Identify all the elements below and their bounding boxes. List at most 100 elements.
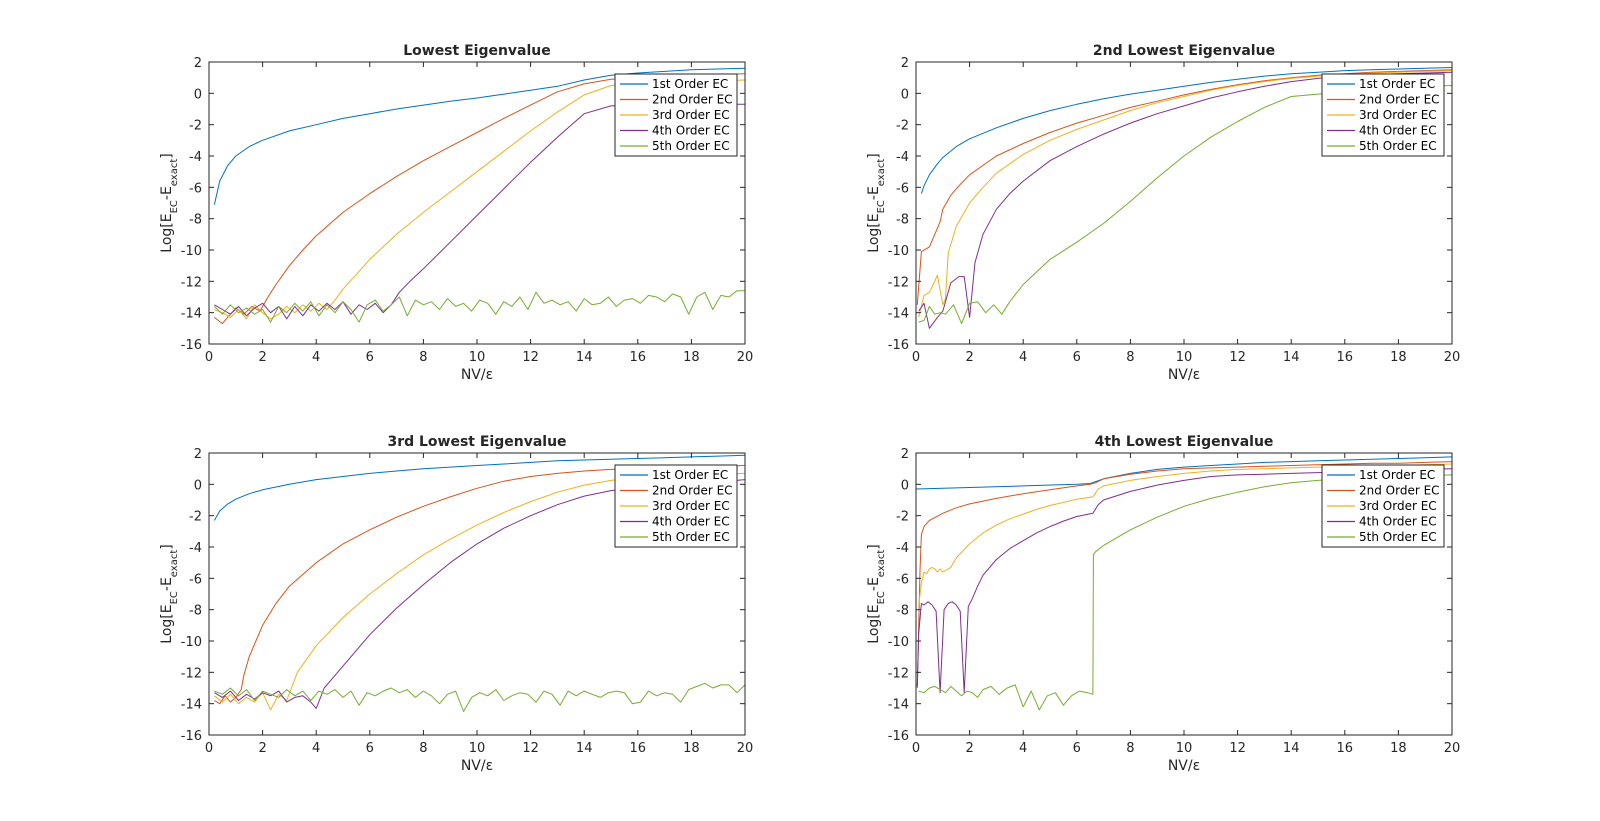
chart-title: 3rd Lowest Eigenvalue [387,434,566,450]
y-tick-label: 2 [901,447,909,462]
y-tick-label: -10 [181,244,202,259]
series-line-2 [916,461,1452,689]
y-label-subscript: exact [876,550,887,578]
x-tick-label: 10 [469,741,486,756]
legend-label: 1st Order EC [1359,77,1435,91]
x-tick-label: 12 [522,741,539,756]
x-tick-label: 16 [1337,350,1354,365]
y-label-subscript: EC [169,200,180,213]
y-tick-label: -4 [189,150,202,165]
x-tick-label: 14 [1283,350,1300,365]
legend-label: 3rd Order EC [1359,499,1437,513]
y-label-part: ] [159,544,175,549]
series-line-1 [916,456,1452,490]
x-tick-label: 4 [1019,350,1027,365]
x-tick-label: 14 [576,350,593,365]
x-tick-label: 4 [312,350,320,365]
y-tick-label: 0 [901,478,909,493]
y-tick-label: 0 [194,478,202,493]
x-tick-label: 0 [912,350,920,365]
y-label-part: -E [159,577,175,591]
x-tick-label: 14 [1283,741,1300,756]
y-label-part: -E [159,186,175,200]
y-tick-label: 0 [194,87,202,102]
y-tick-label: -6 [189,181,202,196]
legend-label: 3rd Order EC [652,108,730,122]
y-tick-label: -2 [896,510,909,525]
chart-title: Lowest Eigenvalue [403,43,551,59]
y-tick-label: 2 [194,56,202,71]
y-axis-label: Log[EEC-Eexact] [159,153,180,252]
subplot-4: 0 2 4 6 8 10 12 14 16 18 20 -16 -14 -12 -10 -8 -6 -4 -2 0 2 4… [866,434,1460,774]
legend-label: 2nd Order EC [652,484,733,498]
x-tick-label: 6 [1073,350,1081,365]
x-tick-label: 16 [630,350,647,365]
x-tick-label: 8 [1126,741,1134,756]
y-label-subscript: EC [169,591,180,604]
legend-label: 4th Order EC [1359,124,1437,138]
y-tick-label: -16 [888,338,909,353]
x-tick-label: 8 [419,350,427,365]
y-axis-label: Log[EEC-Eexact] [866,544,887,643]
y-tick-label: 0 [901,87,909,102]
y-tick-label: -16 [181,729,202,744]
x-tick-label: 4 [312,741,320,756]
y-tick-label: -2 [896,119,909,134]
y-tick-label: -6 [896,181,909,196]
y-tick-label: -8 [896,213,909,228]
x-tick-label: 0 [205,741,213,756]
y-tick-label: -2 [189,510,202,525]
y-label-part: Log[E [866,213,882,252]
y-axis-label: Log[EEC-Eexact] [866,153,887,252]
x-tick-label: 20 [1444,350,1461,365]
y-label-part: ] [159,153,175,158]
x-tick-label: 18 [1390,741,1407,756]
y-tick-label: -12 [181,275,202,290]
series-line-1 [213,67,745,205]
x-tick-label: 20 [737,350,754,365]
x-tick-label: 12 [522,350,539,365]
series-group [916,456,1452,711]
y-label-part: Log[E [159,604,175,643]
legend-label: 5th Order EC [652,530,730,544]
x-tick-label: 4 [1019,741,1027,756]
x-tick-label: 2 [965,350,973,365]
y-tick-label: -4 [189,541,202,556]
y-tick-label: -2 [189,119,202,134]
series-group [213,67,745,325]
subplot-3: 0 2 4 6 8 10 12 14 16 18 20 -16 -14 -12 -10 -8 -6 -4 -2 0 2 3… [159,434,753,774]
series-group [213,454,745,712]
y-label-subscript: EC [876,200,887,213]
legend-label: 1st Order EC [652,468,728,482]
y-tick-label: 2 [194,447,202,462]
legend-label: 3rd Order EC [1359,108,1437,122]
y-tick-label: -6 [189,572,202,587]
x-tick-label: 6 [366,741,374,756]
series-line-4 [916,468,1452,694]
x-tick-label: 0 [205,350,213,365]
y-label-part: ] [866,544,882,549]
x-tick-label: 16 [1337,741,1354,756]
y-label-part: ] [866,153,882,158]
y-tick-label: -10 [888,244,909,259]
y-axis-label: Log[EEC-Eexact] [159,544,180,643]
legend-label: 2nd Order EC [1359,484,1440,498]
y-tick-label: -16 [181,338,202,353]
legend-label: 4th Order EC [652,124,730,138]
x-tick-label: 20 [1444,741,1461,756]
series-line-5 [214,290,745,323]
x-tick-label: 10 [1176,350,1193,365]
series-line-4 [214,103,745,320]
x-tick-label: 2 [258,350,266,365]
legend-label: 1st Order EC [652,77,728,91]
y-tick-label: -14 [888,698,909,713]
y-tick-label: -4 [896,541,909,556]
x-tick-label: 6 [1073,741,1081,756]
y-label-subscript: EC [876,591,887,604]
legend-label: 1st Order EC [1359,468,1435,482]
y-tick-label: -6 [896,572,909,587]
